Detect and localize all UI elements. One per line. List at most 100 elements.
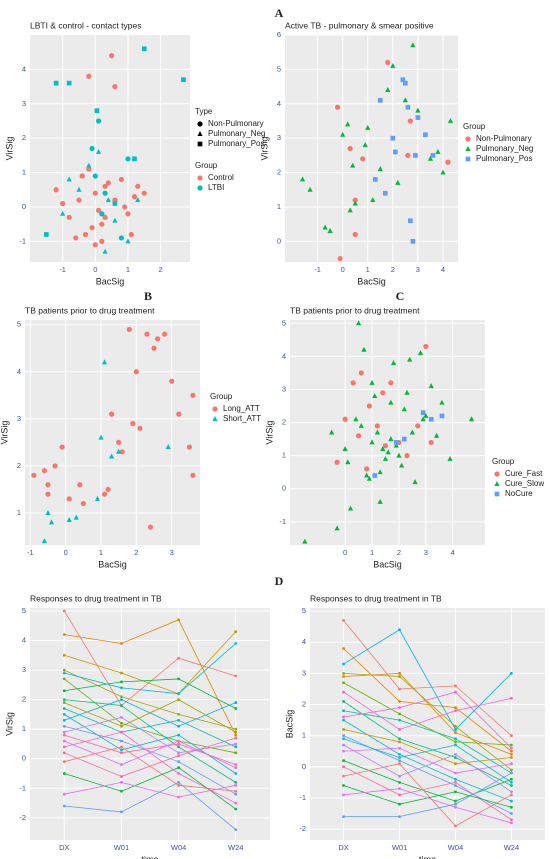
point <box>177 772 180 775</box>
point <box>52 463 58 469</box>
point <box>398 756 401 759</box>
point <box>66 176 72 182</box>
point <box>415 423 421 429</box>
point <box>510 799 513 803</box>
point <box>102 183 108 189</box>
point <box>428 416 434 422</box>
y-tick-label: 1 <box>282 451 286 460</box>
point <box>125 211 131 217</box>
point <box>417 350 424 356</box>
point <box>392 149 398 155</box>
point <box>120 810 123 814</box>
point <box>177 780 180 784</box>
point <box>364 466 370 472</box>
point <box>398 737 401 741</box>
point <box>454 684 457 688</box>
point <box>388 436 394 442</box>
point <box>454 731 457 734</box>
point <box>177 739 180 743</box>
point <box>101 359 108 365</box>
point <box>345 121 351 127</box>
point <box>62 792 66 796</box>
point <box>510 793 513 797</box>
point <box>177 677 180 681</box>
point <box>109 453 115 459</box>
y-tick-label: 0 <box>22 754 26 763</box>
plot-background <box>310 608 545 840</box>
point <box>62 689 66 693</box>
point <box>388 399 394 405</box>
line <box>343 691 512 749</box>
point <box>62 698 66 702</box>
point <box>428 439 434 446</box>
line <box>64 781 236 798</box>
point <box>329 429 335 435</box>
point <box>445 159 451 165</box>
legend-key <box>212 406 218 412</box>
point <box>365 124 371 130</box>
point <box>334 525 340 531</box>
y-tick-label: -1 <box>19 783 26 792</box>
plot-background <box>30 35 190 262</box>
point <box>342 619 345 622</box>
point <box>342 662 345 666</box>
point <box>62 653 66 657</box>
y-tick-label: 5 <box>282 318 286 327</box>
x-tick-label: 0 <box>64 548 68 557</box>
point <box>234 766 238 769</box>
point <box>377 166 383 172</box>
point <box>118 176 125 183</box>
y-tick-label: 3 <box>277 133 281 142</box>
point <box>109 53 115 59</box>
point <box>151 345 157 351</box>
y-tick-label: 4 <box>277 99 281 108</box>
point <box>347 207 353 213</box>
point <box>369 379 375 385</box>
chart-title: TB patients prior to drug treatment <box>290 305 420 315</box>
point <box>510 818 513 822</box>
point <box>234 801 238 805</box>
point <box>53 80 59 86</box>
point <box>234 780 238 784</box>
point <box>398 815 401 819</box>
legend-title: Group <box>195 161 218 170</box>
point <box>454 737 457 741</box>
point <box>342 690 345 694</box>
point <box>86 166 92 172</box>
point <box>369 439 375 445</box>
point <box>398 746 401 750</box>
point <box>62 707 66 710</box>
point <box>234 745 238 749</box>
line <box>64 767 236 810</box>
point <box>385 59 391 66</box>
point <box>116 448 122 454</box>
y-tick-label: 5 <box>302 606 306 615</box>
point <box>435 148 441 154</box>
point <box>79 173 85 178</box>
point <box>177 795 180 799</box>
point <box>234 783 238 787</box>
point <box>234 736 238 740</box>
point <box>410 239 416 244</box>
y-tick-label: 1 <box>22 724 26 733</box>
point <box>177 745 180 749</box>
y-tick-label: 2 <box>302 700 306 709</box>
point <box>352 197 358 203</box>
point <box>45 510 51 515</box>
point <box>116 439 122 445</box>
point <box>92 173 98 179</box>
point <box>440 169 446 175</box>
line <box>343 738 512 783</box>
point <box>398 787 401 791</box>
point <box>60 200 66 207</box>
point <box>398 671 401 675</box>
point <box>382 190 388 196</box>
point <box>337 255 343 262</box>
y-tick-label: 3 <box>302 668 306 677</box>
point <box>398 675 401 678</box>
x-axis-title: BacSig <box>96 276 125 286</box>
point <box>95 148 102 154</box>
point <box>89 225 95 231</box>
x-axis-title: BacSig <box>373 559 402 569</box>
point <box>181 77 186 83</box>
